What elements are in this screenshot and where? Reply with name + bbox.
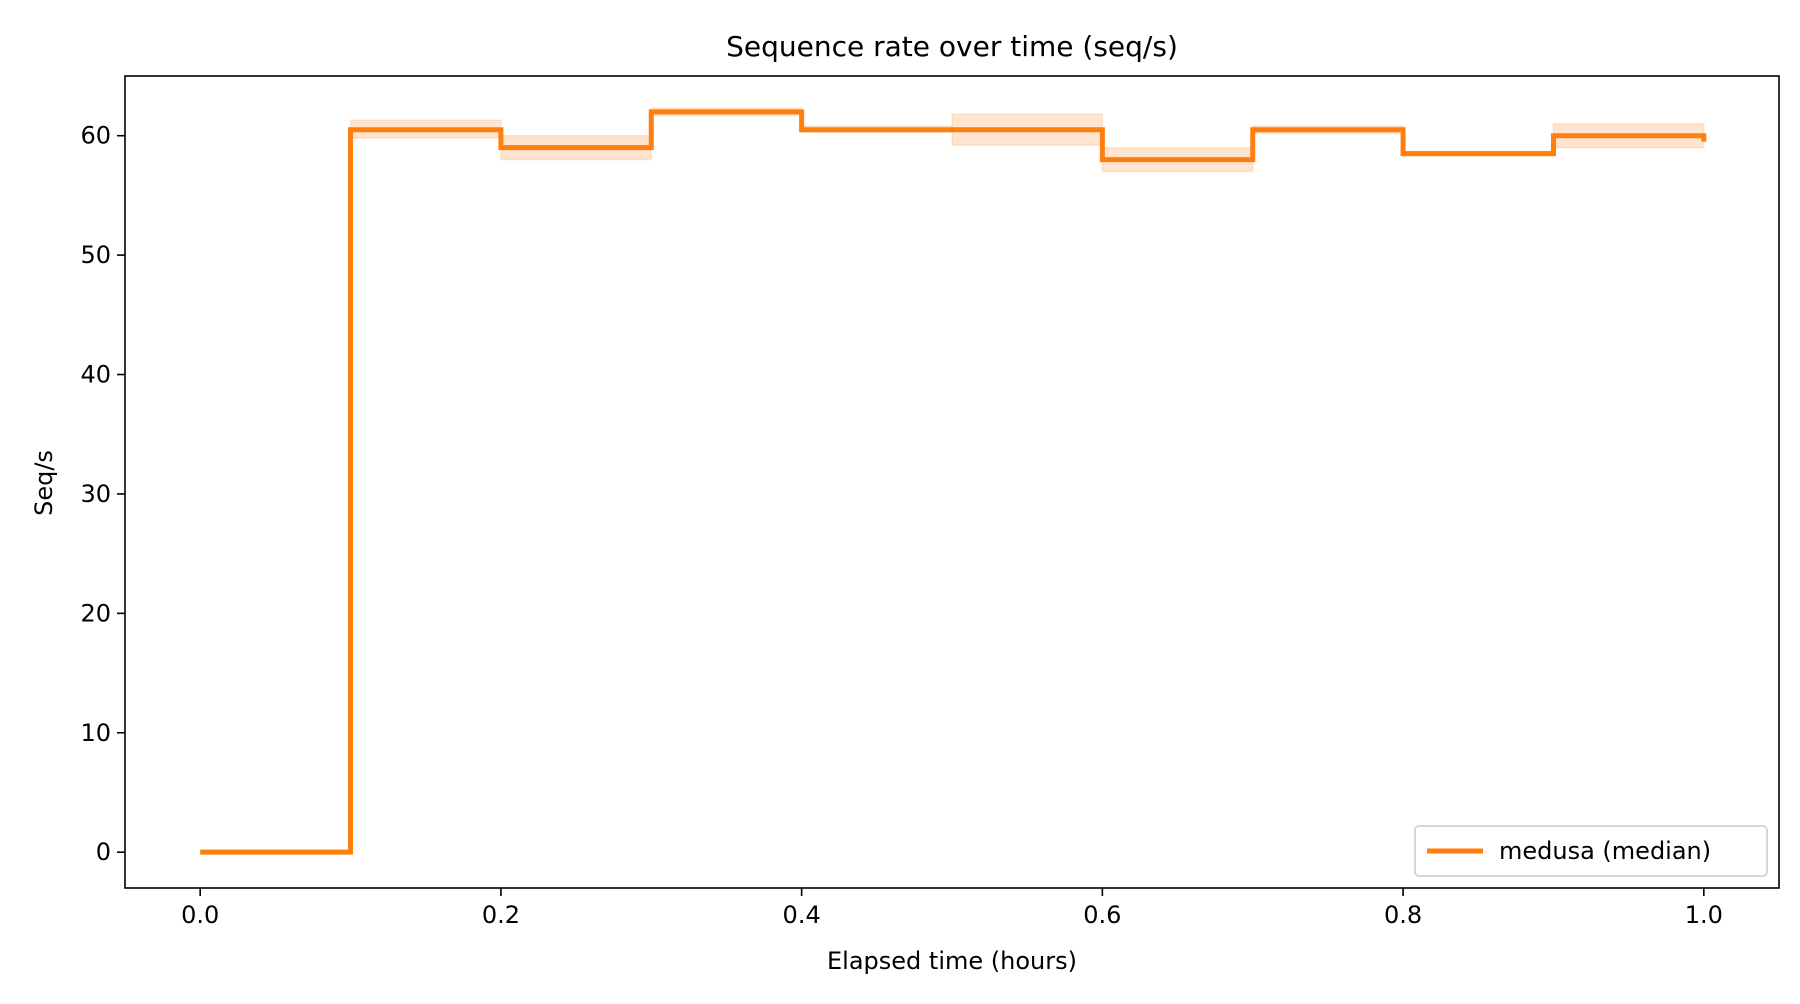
y-tick-label: 60 (80, 122, 111, 150)
y-tick-label: 40 (80, 361, 111, 389)
y-tick-label: 30 (80, 480, 111, 508)
x-axis-label: Elapsed time (hours) (827, 947, 1077, 975)
y-tick-label: 0 (96, 838, 111, 866)
plot-area: 0.0 0.2 0.4 0.6 0.8 1.0 0 10 20 30 40 50 60 medusa (m… (80, 75, 1780, 929)
x-tick-label: 0.0 (181, 901, 219, 929)
axes-frame (124, 75, 1780, 889)
legend-box (1414, 825, 1768, 877)
chart-title: Sequence rate over time (seq/s) (726, 30, 1178, 63)
y-axis-label: Seq/s (30, 450, 58, 516)
plot-background (125, 76, 1779, 888)
y-tick-label: 20 (80, 599, 111, 627)
x-tick-label: 0.4 (783, 901, 821, 929)
x-tick-label: 1.0 (1685, 901, 1723, 929)
y-tick-label: 50 (80, 241, 111, 269)
legend-label: medusa (median) (1499, 837, 1711, 865)
y-tick-label: 10 (80, 719, 111, 747)
x-tick-label: 0.6 (1083, 901, 1121, 929)
x-tick-label: 0.8 (1384, 901, 1422, 929)
x-tick-label: 0.2 (482, 901, 520, 929)
series-line-0 (200, 109, 1707, 855)
